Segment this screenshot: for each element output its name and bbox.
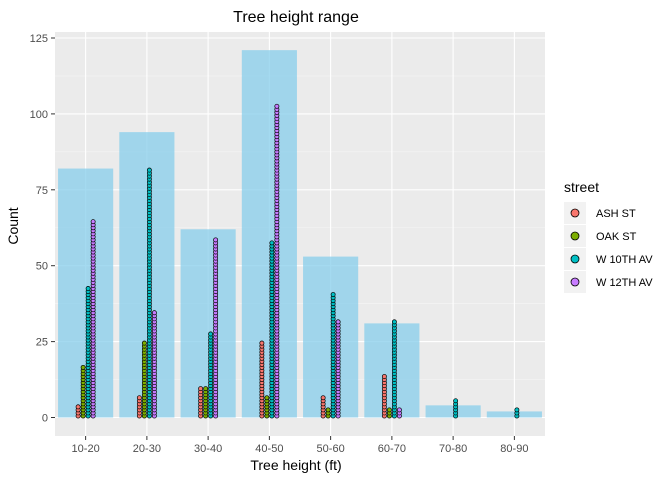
dot [453, 398, 459, 404]
total-bar-10-20 [58, 168, 114, 418]
y-tick-label: 50 [36, 261, 48, 273]
dot [269, 240, 275, 246]
legend-item: ASH ST [564, 202, 636, 224]
x-tick-label: 10-20 [72, 443, 100, 455]
y-tick-label: 125 [30, 33, 48, 45]
legend-item: W 10TH AV [564, 248, 653, 270]
x-tick-label: 20-30 [133, 443, 161, 455]
total-bar-50-60 [303, 256, 359, 418]
dot [330, 292, 336, 297]
dot [391, 319, 397, 325]
dot [396, 407, 402, 413]
series-ash-st [75, 340, 387, 419]
y-tick-label: 100 [30, 109, 48, 121]
dot [146, 167, 152, 173]
dot [213, 237, 219, 243]
dot [85, 286, 91, 291]
dot [259, 340, 265, 346]
legend-title: street [564, 179, 599, 195]
x-tick-label: 40-50 [255, 443, 283, 455]
legend-label: W 10TH AV [596, 254, 653, 266]
total-bar-70-80 [425, 405, 481, 418]
legend-label: OAK ST [596, 231, 637, 243]
dot [514, 407, 520, 413]
y-tick-label: 75 [36, 185, 48, 197]
series-dot-stacks [75, 103, 520, 419]
total-bar-40-50 [241, 50, 297, 418]
x-tick-label: 70-80 [439, 443, 467, 455]
legend-item: W 12TH AV [564, 271, 653, 293]
dot [90, 219, 96, 225]
dot [198, 386, 204, 392]
dot [141, 340, 147, 346]
total-bars [58, 50, 542, 418]
y-tick-label: 25 [36, 337, 48, 349]
total-bar-20-30 [119, 132, 175, 418]
dot [386, 407, 392, 413]
dot [335, 319, 341, 325]
legend-key-dot [570, 231, 580, 241]
dot [203, 386, 209, 392]
legend-items: ASH ST OAK ST W 10TH AV W 12TH AV [564, 202, 653, 293]
total-bar-80-90 [486, 411, 542, 418]
legend-item: OAK ST [564, 225, 637, 247]
x-tick-label: 30-40 [194, 443, 222, 455]
x-tick-label: 60-70 [378, 443, 406, 455]
series-oak-st [80, 340, 392, 419]
legend-label: W 12TH AV [596, 277, 653, 289]
legend-key-dot [570, 208, 580, 218]
dot [80, 364, 86, 370]
series-w-10th-av [85, 167, 520, 419]
dot [75, 404, 81, 410]
total-bar-30-40 [180, 229, 236, 418]
dot [151, 310, 157, 316]
dot [136, 395, 142, 401]
legend-label: ASH ST [596, 208, 636, 220]
x-tick-label: 50-60 [317, 443, 345, 455]
dot [274, 103, 280, 109]
x-tick-label: 80-90 [500, 443, 528, 455]
dot [381, 374, 387, 379]
legend-key-dot [570, 277, 580, 287]
legend-key-dot [570, 254, 580, 264]
dot [320, 395, 326, 401]
series-w-12th-av [90, 103, 402, 419]
y-axis-title: Count [5, 207, 21, 244]
dot [208, 331, 214, 337]
x-axis-title: Tree height (ft) [250, 457, 341, 473]
chart-title: Tree height range [233, 9, 359, 26]
axes: 0 25 50 75 100 125 10-20 20-30 30-40 40-50 50-60 60… [30, 33, 529, 455]
y-tick-label: 0 [42, 413, 48, 425]
dot [264, 395, 270, 401]
dot [325, 407, 331, 413]
legend: street ASH ST OAK ST W 10TH AV W 12TH AV [564, 179, 653, 293]
total-bar-60-70 [364, 323, 420, 418]
